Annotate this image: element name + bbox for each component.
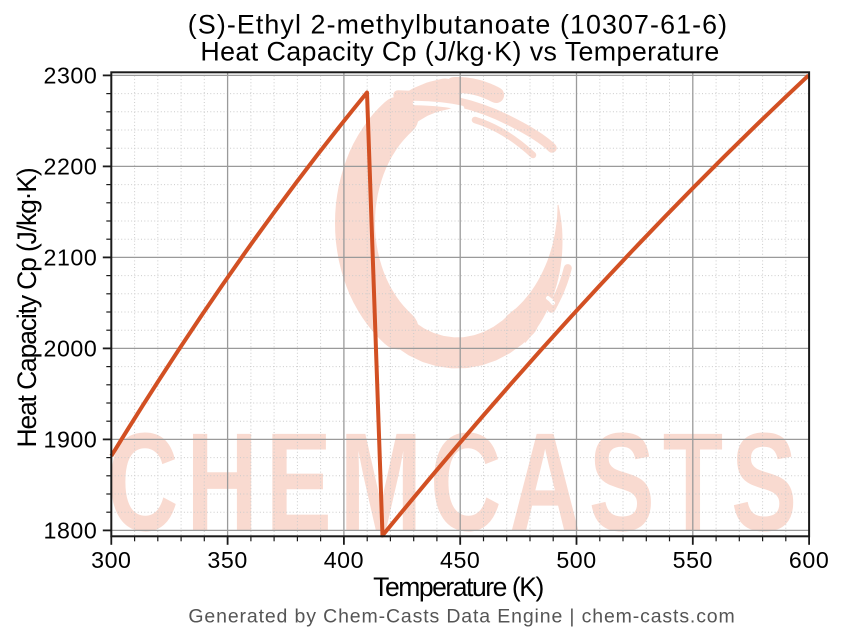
svg-text:300: 300	[91, 547, 131, 573]
svg-text:500: 500	[556, 547, 596, 573]
svg-text:350: 350	[207, 547, 247, 573]
svg-text:Heat Capacity Cp (J/kg·K): Heat Capacity Cp (J/kg·K)	[12, 168, 42, 447]
svg-text:450: 450	[440, 547, 480, 573]
svg-text:2000: 2000	[44, 336, 98, 362]
svg-text:1800: 1800	[44, 518, 98, 544]
svg-text:1900: 1900	[44, 427, 98, 453]
svg-text:600: 600	[789, 547, 829, 573]
svg-text:2200: 2200	[44, 154, 98, 180]
svg-text:Temperature (K): Temperature (K)	[373, 572, 543, 602]
svg-text:CHEMCASTS: CHEMCASTS	[107, 404, 805, 561]
svg-text:2300: 2300	[44, 63, 98, 89]
svg-text:2100: 2100	[44, 245, 98, 271]
svg-text:Heat Capacity Cp (J/kg·K) vs T: Heat Capacity Cp (J/kg·K) vs Temperature	[200, 36, 719, 66]
svg-text:550: 550	[673, 547, 713, 573]
svg-text:Generated by Chem-Casts Data E: Generated by Chem-Casts Data Engine | ch…	[188, 606, 735, 628]
svg-text:400: 400	[324, 547, 364, 573]
svg-text:(S)-Ethyl 2-methylbutanoate (1: (S)-Ethyl 2-methylbutanoate (10307-61-6)	[188, 9, 728, 39]
